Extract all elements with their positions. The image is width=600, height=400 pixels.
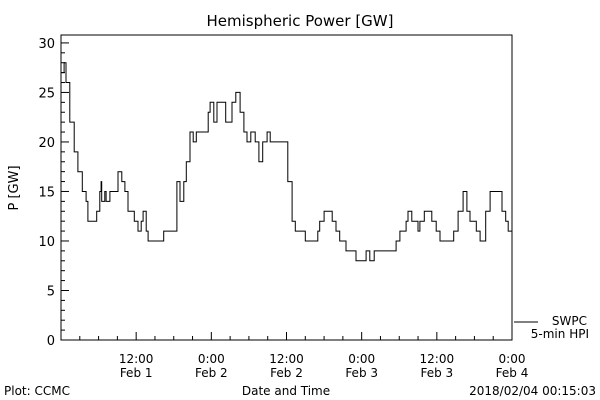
- x-tick-label-date: Feb 3: [345, 366, 378, 380]
- y-tick-label: 10: [38, 235, 55, 250]
- x-tick-label-time: 0:00: [348, 352, 375, 366]
- footer-timestamp: 2018/02/04 00:15:03: [469, 384, 596, 398]
- y-tick-label: 15: [38, 185, 55, 200]
- x-tick-label-date: Feb 2: [270, 366, 303, 380]
- legend-entry-1: 5-min HPI: [531, 327, 589, 341]
- x-tick-label-time: 0:00: [198, 352, 225, 366]
- chart-title: Hemispheric Power [GW]: [207, 12, 394, 30]
- x-tick-label-date: Feb 2: [195, 366, 228, 380]
- series-line-hpi: [61, 62, 513, 262]
- x-tick-label-time: 12:00: [269, 352, 304, 366]
- x-tick-label-date: Feb 4: [496, 366, 529, 380]
- x-tick-label-time: 12:00: [420, 352, 455, 366]
- legend-entry-0: SWPC: [552, 314, 587, 328]
- y-axis: 0 5 10 15 20 25 30: [38, 37, 69, 349]
- y-tick-label: 20: [38, 136, 55, 151]
- x-axis-label: Date and Time: [242, 384, 330, 398]
- plot-frame: [60, 34, 513, 341]
- y-tick-label: 25: [38, 86, 55, 101]
- x-tick-label-date: Feb 1: [120, 366, 153, 380]
- x-tick-label-time: 12:00: [119, 352, 154, 366]
- footer-credit: Plot: CCMC: [4, 384, 70, 398]
- x-tick-label-date: Feb 3: [420, 366, 453, 380]
- legend: SWPC 5-min HPI: [514, 314, 589, 341]
- x-tick-label-time: 0:00: [499, 352, 526, 366]
- y-axis-label: P [GW]: [7, 165, 22, 210]
- y-tick-label: 0: [47, 334, 55, 349]
- y-tick-label: 30: [38, 37, 55, 52]
- y-tick-label: 5: [47, 284, 55, 299]
